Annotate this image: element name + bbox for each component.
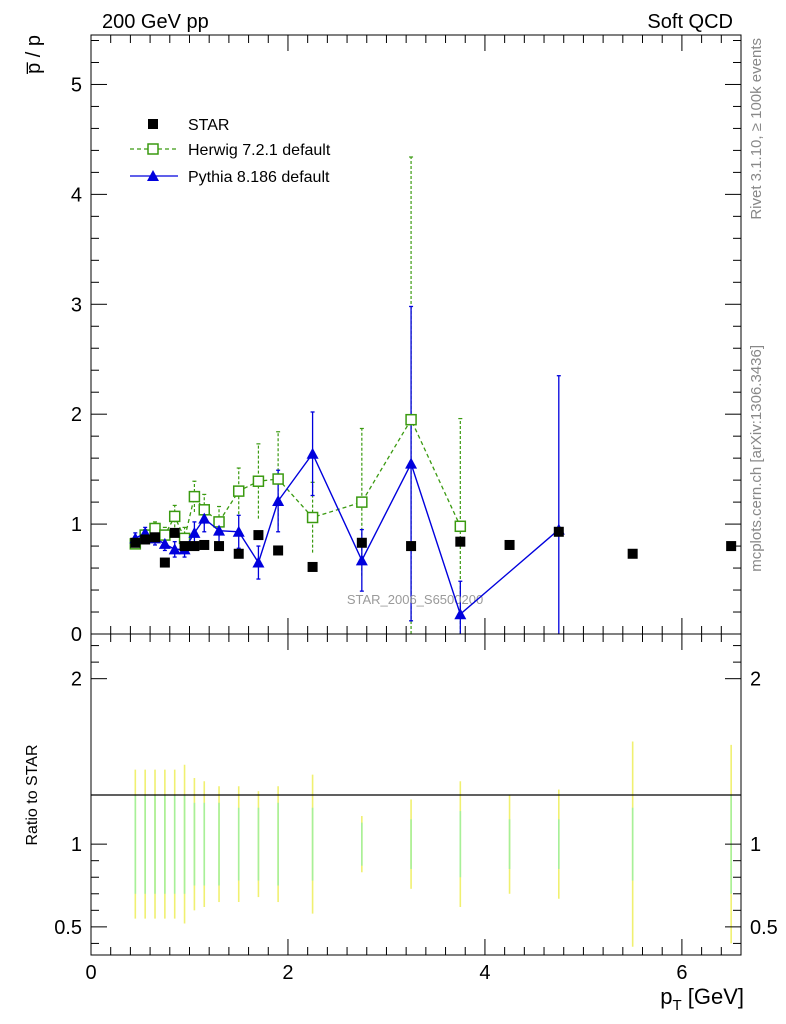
star-point xyxy=(356,537,367,548)
pythia-series-line xyxy=(134,452,560,616)
star-point xyxy=(307,561,318,572)
main-axes: 0 1 2 3 4 5 xyxy=(71,35,742,646)
legend-star-marker xyxy=(148,119,158,129)
star-point xyxy=(253,530,264,541)
pythia-point xyxy=(188,526,201,538)
star-point xyxy=(159,557,170,568)
star-point xyxy=(455,536,466,547)
pythia-point xyxy=(232,525,245,537)
ratio-x-tick-label: 6 xyxy=(676,962,687,984)
main-y-tick-label: 5 xyxy=(71,74,82,96)
legend: STAR Herwig 7.2.1 default Pythia 8.186 d… xyxy=(130,117,331,186)
star-point xyxy=(627,548,638,559)
star-point xyxy=(406,541,417,552)
main-error-layer xyxy=(133,156,561,634)
ratio-y-tick-label-right: 0.5 xyxy=(750,917,778,939)
star-point xyxy=(726,541,737,552)
ratio-y-tick-label: 1 xyxy=(71,834,82,856)
legend-pythia-marker xyxy=(147,170,159,181)
main-panel: STAR_2006_S6500200 0 1 2 3 4 5 p̅ / p STAR He… xyxy=(23,34,742,646)
x-axis-label-subscript: T xyxy=(672,997,681,1014)
ratio-band-layer xyxy=(134,741,732,947)
pythia-point xyxy=(272,495,285,507)
ratio-axes: 0.5 0.5 1 1 2 2 0 2 4 6 xyxy=(54,634,778,984)
herwig-point xyxy=(168,510,181,523)
legend-pythia-label: Pythia 8.186 default xyxy=(188,169,330,186)
star-point xyxy=(169,527,180,538)
herwig-point xyxy=(232,485,245,497)
pythia-point xyxy=(306,447,319,459)
ratio-x-tick-label: 4 xyxy=(479,962,490,984)
star-point xyxy=(199,539,210,550)
pythia-point xyxy=(252,556,265,568)
mcplots-credit-label: mcplots.cern.ch [arXiv:1306.3436] xyxy=(748,345,765,572)
x-axis-label-main: p xyxy=(660,984,672,1009)
ratio-y-tick-label: 2 xyxy=(71,669,82,691)
header-right-label: Soft QCD xyxy=(647,11,733,33)
main-y-axis-label: p̅ / p xyxy=(23,35,45,74)
ratio-panel: 0.5 0.5 1 1 2 2 0 2 4 6 Ratio to STAR pT [GeV] xyxy=(24,633,778,1014)
star-point xyxy=(130,537,141,548)
star-point xyxy=(150,532,161,543)
ratio-y-axis-label: Ratio to STAR xyxy=(24,744,41,845)
herwig-point xyxy=(454,520,467,533)
pythia-point xyxy=(198,512,211,524)
pythia-point xyxy=(168,543,181,555)
star-point xyxy=(553,526,564,537)
ratio-x-axis-label: pT [GeV] xyxy=(660,984,744,1014)
main-y-tick-label: 0 xyxy=(71,624,82,646)
herwig-point xyxy=(188,490,201,503)
star-point xyxy=(140,534,151,545)
ratio-y-tick-label-right: 2 xyxy=(750,669,761,691)
star-point xyxy=(189,541,200,552)
herwig-point xyxy=(149,522,161,535)
ratio-x-tick-label: 0 xyxy=(85,962,96,984)
herwig-point xyxy=(405,413,417,426)
star-point xyxy=(214,541,225,552)
herwig-point xyxy=(306,511,319,524)
ratio-frame xyxy=(90,633,742,956)
main-y-tick-label: 1 xyxy=(71,514,82,536)
rivet-version-label: Rivet 3.1.10, ≥ 100k events xyxy=(748,38,765,220)
ratio-x-tick-label: 2 xyxy=(282,962,293,984)
star-point xyxy=(179,541,190,552)
herwig-point xyxy=(356,496,368,508)
analysis-watermark: STAR_2006_S6500200 xyxy=(347,592,483,607)
main-y-tick-label: 2 xyxy=(71,404,82,426)
x-axis-label-unit: [GeV] xyxy=(682,984,744,1009)
star-point xyxy=(504,539,515,550)
legend-star-label: STAR xyxy=(188,117,229,134)
main-series-layer xyxy=(129,413,737,620)
pythia-point xyxy=(355,554,368,566)
herwig-point xyxy=(252,475,265,487)
main-y-tick-label: 3 xyxy=(71,294,82,316)
star-point xyxy=(273,545,284,556)
pythia-point xyxy=(454,608,467,620)
main-y-tick-label: 4 xyxy=(71,184,82,206)
legend-herwig-marker xyxy=(147,143,159,155)
pythia-point xyxy=(405,457,418,469)
ratio-y-tick-label-right: 1 xyxy=(750,834,761,856)
star-point xyxy=(233,548,244,559)
herwig-point xyxy=(272,473,284,485)
legend-herwig-label: Herwig 7.2.1 default xyxy=(188,142,331,159)
ratio-y-tick-label: 0.5 xyxy=(54,917,82,939)
pythia-point xyxy=(158,537,171,549)
header-left-label: 200 GeV pp xyxy=(102,11,209,33)
pythia-point xyxy=(213,524,226,536)
